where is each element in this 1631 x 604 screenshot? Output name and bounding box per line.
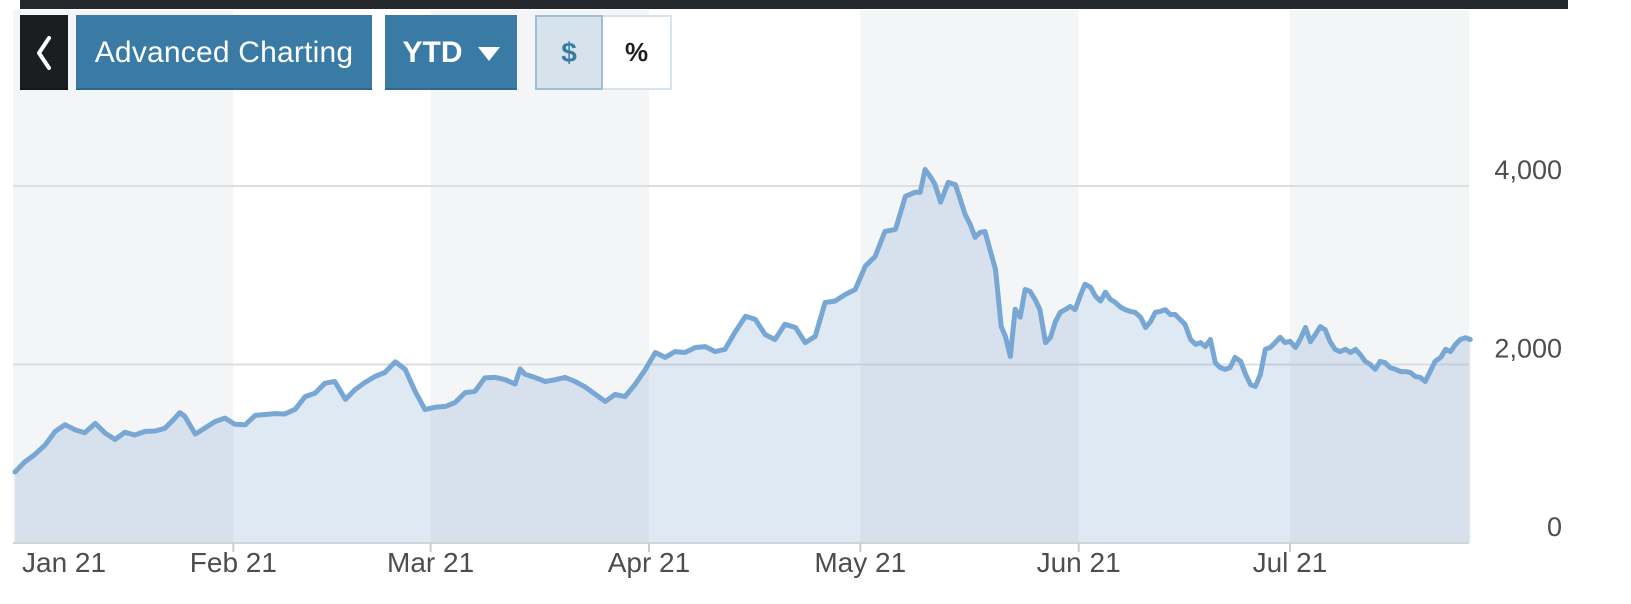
back-button[interactable] <box>20 15 68 90</box>
chart-toolbar: Advanced Charting YTD $ % <box>20 15 672 90</box>
x-label-mar-21: Mar 21 <box>387 547 474 578</box>
advanced-charting-button[interactable]: Advanced Charting <box>76 15 372 90</box>
x-label-jul-21: Jul 21 <box>1253 547 1328 578</box>
month-band <box>860 10 1079 543</box>
unit-toggle: $ % <box>535 15 672 90</box>
dollar-toggle-button[interactable]: $ <box>535 15 603 90</box>
y-label-4000: 4,000 <box>1494 155 1562 185</box>
x-label-may-21: May 21 <box>814 547 906 578</box>
percent-toggle-button[interactable]: % <box>603 15 672 90</box>
range-dropdown[interactable]: YTD <box>385 15 517 90</box>
chevron-left-icon <box>37 35 51 70</box>
month-band <box>648 10 861 543</box>
price-line <box>12 167 1473 475</box>
advanced-charting-label: Advanced Charting <box>94 35 354 69</box>
x-label-jun-21: Jun 21 <box>1037 547 1121 578</box>
month-band <box>1289 10 1469 543</box>
y-label-0: 0 <box>1547 512 1562 542</box>
y-label-2000: 2,000 <box>1494 334 1562 364</box>
month-band <box>1078 10 1290 543</box>
range-selected-label: YTD <box>402 35 463 69</box>
top-bar <box>20 0 1568 9</box>
month-band <box>13 10 234 543</box>
price-area <box>15 169 1471 543</box>
month-band <box>430 10 649 543</box>
x-label-jan-21: Jan 21 <box>22 547 106 578</box>
caret-down-icon <box>477 47 500 61</box>
x-label-feb-21: Feb 21 <box>190 547 277 578</box>
dollar-label: $ <box>561 36 577 68</box>
x-label-apr-21: Apr 21 <box>608 547 691 578</box>
month-band <box>233 10 431 543</box>
percent-label: % <box>624 37 649 67</box>
